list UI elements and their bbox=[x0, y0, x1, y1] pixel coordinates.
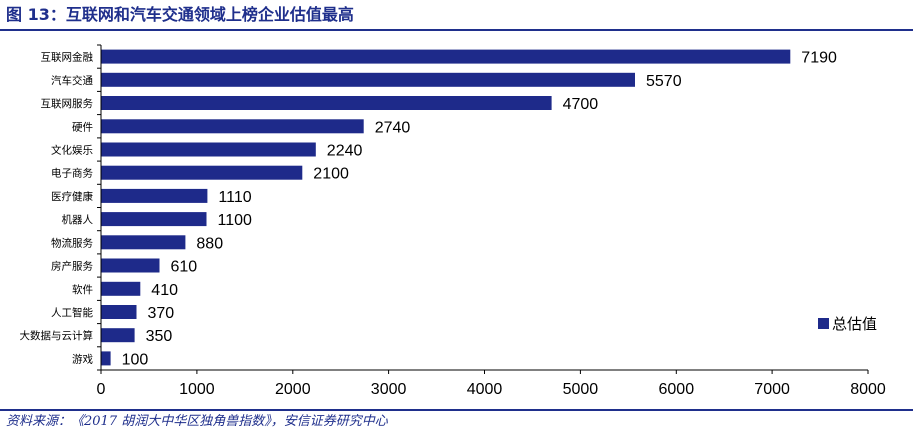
category-label: 硬件 bbox=[72, 121, 93, 133]
category-label: 文化娱乐 bbox=[51, 144, 93, 157]
bar bbox=[101, 305, 137, 319]
data-label: 370 bbox=[148, 305, 175, 322]
source-note: 资料来源：《2017 胡润大中华区独角兽指数》，安信证券研究中心 bbox=[6, 414, 388, 429]
category-label: 游戏 bbox=[72, 352, 93, 365]
category-label: 汽车交通 bbox=[51, 74, 93, 87]
category-label: 互联网服务 bbox=[41, 97, 94, 110]
data-label: 4700 bbox=[563, 96, 599, 113]
category-label: 人工智能 bbox=[51, 306, 93, 319]
bar bbox=[101, 328, 135, 343]
x-tick-label: 6000 bbox=[659, 381, 695, 398]
category-label: 电子商务 bbox=[51, 167, 93, 180]
bar bbox=[101, 49, 791, 64]
category-label: 机器人 bbox=[62, 213, 94, 226]
bar bbox=[101, 258, 160, 273]
legend-swatch bbox=[818, 318, 829, 329]
data-label: 350 bbox=[146, 328, 173, 345]
x-tick-label: 1000 bbox=[179, 381, 215, 398]
category-label: 软件 bbox=[72, 283, 93, 296]
category-label: 房产服务 bbox=[51, 260, 93, 273]
x-tick-label: 3000 bbox=[371, 381, 407, 398]
bar-chart: 互联网金融 7190 汽车交通 5570 互联网服务 4700 硬件 2740 文化娱乐 2240… bbox=[20, 44, 886, 398]
data-label: 7190 bbox=[801, 50, 837, 67]
bar bbox=[101, 281, 141, 296]
data-label: 2240 bbox=[327, 143, 363, 160]
data-label: 2100 bbox=[313, 166, 349, 183]
category-label: 大数据与云计算 bbox=[20, 329, 94, 342]
chart-container: 互联网金融 7190 汽车交通 5570 互联网服务 4700 硬件 2740 文化娱乐 2240… bbox=[0, 35, 913, 407]
bar bbox=[101, 142, 316, 157]
source-divider bbox=[0, 409, 913, 411]
data-label: 880 bbox=[196, 235, 223, 252]
bar bbox=[101, 188, 208, 203]
title-divider bbox=[0, 29, 913, 31]
legend-label: 总估值 bbox=[832, 315, 878, 333]
data-label: 1100 bbox=[218, 212, 253, 229]
chart-legend: 总估值 bbox=[818, 313, 877, 334]
x-tick-label: 8000 bbox=[850, 381, 886, 398]
x-tick-label: 2000 bbox=[275, 381, 311, 398]
category-label: 物流服务 bbox=[51, 236, 93, 249]
bar bbox=[101, 235, 186, 250]
data-label: 610 bbox=[171, 259, 198, 276]
bar bbox=[101, 72, 635, 87]
data-label: 410 bbox=[151, 282, 178, 299]
bar bbox=[101, 165, 303, 180]
category-label: 互联网金融 bbox=[41, 51, 94, 64]
bar bbox=[101, 212, 207, 227]
bar bbox=[101, 119, 364, 134]
x-tick-label: 5000 bbox=[563, 381, 599, 398]
bar bbox=[101, 351, 111, 366]
data-label: 5570 bbox=[646, 73, 682, 90]
bar bbox=[101, 96, 552, 110]
figure-title: 图 13：互联网和汽车交通领域上榜企业估值最高 bbox=[6, 5, 354, 24]
data-label: 1110 bbox=[218, 189, 251, 206]
category-label: 医疗健康 bbox=[51, 190, 93, 203]
x-tick-label: 4000 bbox=[467, 381, 503, 398]
data-label: 2740 bbox=[375, 119, 411, 136]
x-tick-label: 0 bbox=[97, 381, 106, 398]
data-label: 100 bbox=[122, 351, 149, 368]
x-tick-label: 7000 bbox=[754, 381, 790, 398]
